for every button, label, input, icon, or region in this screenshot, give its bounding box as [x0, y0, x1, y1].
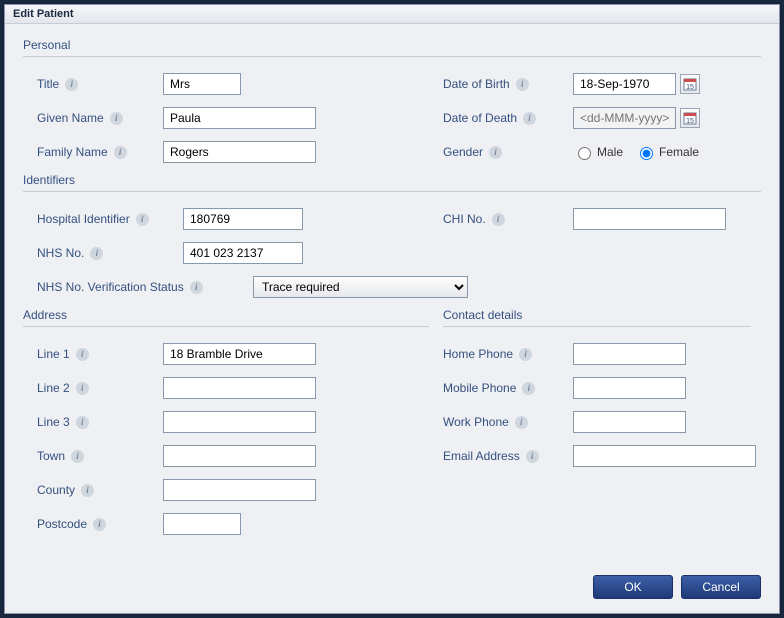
line3-label: Line 3i [23, 415, 163, 429]
home-phone-input[interactable] [573, 343, 686, 365]
info-icon: i [515, 416, 528, 429]
family-name-label: Family Namei [23, 145, 163, 159]
postcode-label: Postcodei [23, 517, 163, 531]
email-input[interactable] [573, 445, 756, 467]
calendar-icon[interactable]: 15 [680, 74, 700, 94]
given-name-label: Given Namei [23, 111, 163, 125]
gender-female-option[interactable]: Female [635, 144, 699, 160]
work-phone-input[interactable] [573, 411, 686, 433]
given-name-input[interactable] [163, 107, 316, 129]
info-icon: i [65, 78, 78, 91]
mobile-phone-input[interactable] [573, 377, 686, 399]
edit-patient-dialog: Edit Patient Personal Titlei Given Namei… [4, 4, 780, 614]
dob-input[interactable] [573, 73, 676, 95]
cancel-button[interactable]: Cancel [681, 575, 761, 599]
dod-input[interactable] [573, 107, 676, 129]
mobile-phone-label: Mobile Phonei [443, 381, 573, 395]
info-icon: i [522, 382, 535, 395]
info-icon: i [526, 450, 539, 463]
gender-radio-group: Male Female [573, 144, 707, 160]
gender-female-radio[interactable] [640, 147, 653, 160]
ok-button[interactable]: OK [593, 575, 673, 599]
hospital-id-label: Hospital Identifieri [23, 212, 183, 226]
gender-male-radio[interactable] [578, 147, 591, 160]
info-icon: i [76, 348, 89, 361]
info-icon: i [76, 416, 89, 429]
nhs-verif-select[interactable]: Trace required [253, 276, 468, 298]
info-icon: i [114, 146, 127, 159]
section-personal: Personal [23, 34, 761, 57]
line1-input[interactable] [163, 343, 316, 365]
line3-input[interactable] [163, 411, 316, 433]
info-icon: i [93, 518, 106, 531]
section-address: Address [23, 304, 429, 327]
dod-label: Date of Deathi [443, 111, 573, 125]
chi-no-label: CHI No.i [443, 212, 573, 226]
line2-label: Line 2i [23, 381, 163, 395]
work-phone-label: Work Phonei [443, 415, 573, 429]
hospital-id-input[interactable] [183, 208, 303, 230]
nhs-no-label: NHS No.i [23, 246, 183, 260]
info-icon: i [492, 213, 505, 226]
info-icon: i [71, 450, 84, 463]
chi-no-input[interactable] [573, 208, 726, 230]
info-icon: i [489, 146, 502, 159]
email-label: Email Addressi [443, 449, 573, 463]
calendar-icon[interactable]: 15 [680, 108, 700, 128]
home-phone-label: Home Phonei [443, 347, 573, 361]
info-icon: i [523, 112, 536, 125]
section-identifiers: Identifiers [23, 169, 761, 192]
county-input[interactable] [163, 479, 316, 501]
county-label: Countyi [23, 483, 163, 497]
title-label: Titlei [23, 77, 163, 91]
info-icon: i [190, 281, 203, 294]
gender-label: Genderi [443, 145, 573, 159]
info-icon: i [519, 348, 532, 361]
nhs-verif-label: NHS No. Verification Statusi [23, 280, 253, 294]
svg-text:15: 15 [686, 118, 694, 125]
nhs-no-input[interactable] [183, 242, 303, 264]
svg-text:15: 15 [686, 84, 694, 91]
section-contact: Contact details [443, 304, 751, 327]
info-icon: i [81, 484, 94, 497]
info-icon: i [110, 112, 123, 125]
postcode-input[interactable] [163, 513, 241, 535]
line2-input[interactable] [163, 377, 316, 399]
info-icon: i [136, 213, 149, 226]
town-label: Towni [23, 449, 163, 463]
info-icon: i [76, 382, 89, 395]
dialog-title: Edit Patient [5, 5, 779, 24]
dialog-content: Personal Titlei Given Namei Family Namei [5, 24, 779, 541]
dob-label: Date of Birthi [443, 77, 573, 91]
button-bar: OK Cancel [593, 575, 761, 599]
line1-label: Line 1i [23, 347, 163, 361]
info-icon: i [516, 78, 529, 91]
title-input[interactable] [163, 73, 241, 95]
gender-male-option[interactable]: Male [573, 144, 623, 160]
family-name-input[interactable] [163, 141, 316, 163]
town-input[interactable] [163, 445, 316, 467]
info-icon: i [90, 247, 103, 260]
